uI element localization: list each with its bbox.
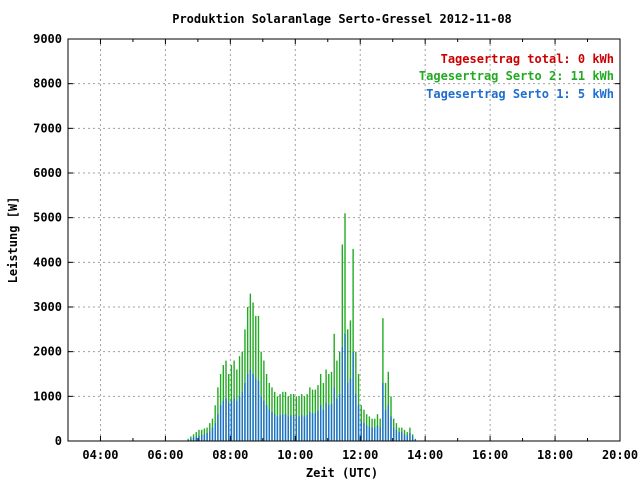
y-tick-label: 2000 [33,345,62,359]
legend: Tagesertrag total: 0 kWh Tagesertrag Ser… [419,52,614,101]
x-tick-label: 10:00 [277,448,313,462]
x-tick-label: 08:00 [212,448,248,462]
x-axis-label: Zeit (UTC) [306,466,378,480]
legend-entry-serto-2: Tagesertrag Serto 2: 11 kWh [419,69,614,83]
y-tick-label: 1000 [33,389,62,403]
y-axis-label: Leistung [W] [6,197,20,284]
legend-entry-total: Tagesertrag total: 0 kWh [441,52,614,66]
bars [187,213,417,441]
y-tick-label: 7000 [33,121,62,135]
y-tick-label: 8000 [33,77,62,91]
y-tick-label: 3000 [33,300,62,314]
y-tick-label: 9000 [33,32,62,46]
x-axis-ticks: 04:00 06:00 08:00 10:00 12:00 14:00 16:00 18:00… [67,39,638,462]
x-tick-label: 04:00 [82,448,118,462]
plot-frame [67,38,621,442]
y-tick-label: 5000 [33,211,62,225]
grid [68,39,620,441]
x-tick-label: 20:00 [602,448,638,462]
y-axis-ticks: 0 1000 2000 3000 4000 5000 6000 7000 8000 9000 [33,32,620,448]
x-tick-label: 16:00 [472,448,508,462]
y-tick-label: 0 [55,434,62,448]
legend-entry-serto-1: Tagesertrag Serto 1: 5 kWh [426,87,614,101]
x-tick-label: 18:00 [537,448,573,462]
x-tick-label: 06:00 [147,448,183,462]
y-tick-label: 6000 [33,166,62,180]
y-tick-label: 4000 [33,255,62,269]
x-tick-label: 12:00 [342,448,378,462]
chart-title: Produktion Solaranlage Serto-Gressel 201… [172,12,512,26]
x-tick-label: 14:00 [407,448,443,462]
